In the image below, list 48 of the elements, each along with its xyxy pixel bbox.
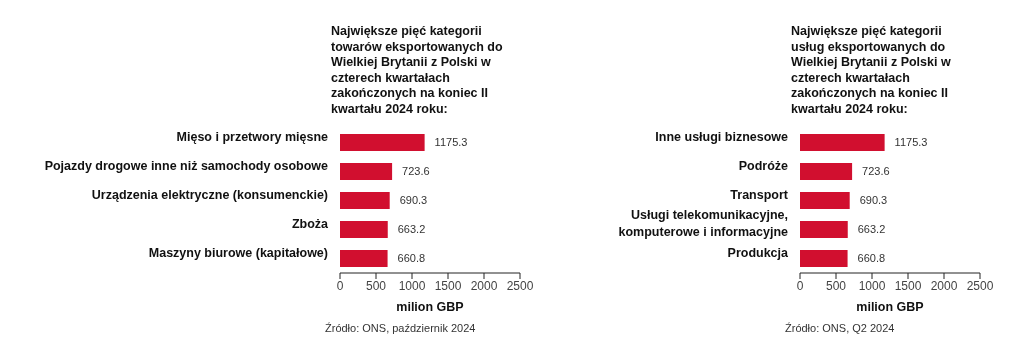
- chart-title: Największe pięć kategorii towarów eksportowanych do Wielkiej Brytanii z Polski w czterech kwartałach zakończonych na koniec II kwartału 2024 roku:: [331, 24, 504, 117]
- x-axis-title: milion GBP: [396, 300, 464, 314]
- chart-title: Największe pięć kategorii usług eksportowanych do Wielkiej Brytanii z Polski w czterech kwartałach zakończonych na koniec II kwartału 2024 roku:: [791, 24, 952, 117]
- bar: [340, 163, 393, 180]
- y-tick-label: Zboża: [291, 216, 330, 231]
- bar: [340, 192, 390, 209]
- data-label: 690.3: [859, 194, 888, 207]
- bar: [340, 221, 388, 238]
- y-tick-label: Podróże: [738, 158, 789, 173]
- bar: [800, 250, 848, 267]
- y-tick-label: Mięso i przetwory mięsne: [176, 129, 329, 144]
- x-tick-label: 2000: [930, 278, 958, 293]
- bar: [340, 250, 388, 267]
- x-tick-label: 2500: [506, 278, 534, 293]
- y-tick-label: Urządzenia elektryczne (konsumenckie): [91, 187, 328, 202]
- x-tick-label: 500: [825, 278, 847, 293]
- data-label: 660.8: [857, 252, 886, 265]
- x-tick-label: 1000: [858, 278, 886, 293]
- bar: [800, 221, 848, 238]
- data-label: 1175.3: [894, 136, 928, 149]
- data-label: 663.2: [397, 223, 426, 236]
- bar: [340, 134, 425, 151]
- x-tick-label: 1500: [434, 278, 462, 293]
- data-label: 663.2: [857, 223, 886, 236]
- x-tick-label: 0: [336, 278, 344, 293]
- x-axis-title: milion GBP: [856, 300, 924, 314]
- data-label: 690.3: [399, 194, 428, 207]
- data-label: 723.6: [402, 165, 430, 178]
- text: Źródło: ONS, Q2 2024: [785, 322, 895, 334]
- x-tick-label: 1000: [398, 278, 426, 293]
- bar: [800, 192, 850, 209]
- data-label: 723.6: [862, 165, 890, 178]
- data-label: 1175.3: [434, 136, 468, 149]
- x-tick-label: 1500: [894, 278, 922, 293]
- x-tick-label: 2500: [966, 278, 994, 293]
- y-tick-label: Inne usługi biznesowe: [655, 129, 789, 144]
- bar: [800, 163, 853, 180]
- data-label: 660.8: [397, 252, 426, 265]
- y-tick-label: Produkcja: [727, 245, 790, 260]
- y-tick-label: Pojazdy drogowe inne niż samochody osobowe: [44, 158, 329, 173]
- text: Źródło: ONS, październik 2024: [325, 322, 476, 334]
- y-tick-label: Transport: [730, 187, 789, 202]
- x-tick-label: 500: [365, 278, 387, 293]
- bar: [800, 134, 885, 151]
- y-tick-label: Maszyny biurowe (kapitałowe): [148, 245, 328, 260]
- x-tick-label: 0: [796, 278, 804, 293]
- y-tick-label: Usługi telekomunikacyjne, komputerowe i informacyjne: [618, 208, 789, 239]
- x-tick-label: 2000: [470, 278, 498, 293]
